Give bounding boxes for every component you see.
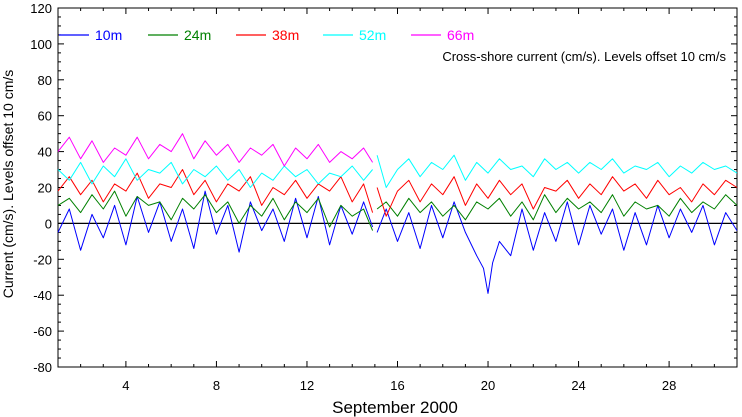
x-tick-label: 16 — [390, 378, 404, 393]
legend-label-10m: 10m — [95, 27, 122, 43]
legend: 10m 24m 38m 52m 66m — [59, 27, 474, 43]
y-tick-label: -60 — [33, 324, 52, 339]
y-tick-label: -80 — [33, 360, 52, 375]
legend-label-24m: 24m — [184, 27, 211, 43]
series-line-24m-late — [376, 194, 738, 221]
x-tick-label: 12 — [300, 378, 314, 393]
y-tick-label: -40 — [33, 288, 52, 303]
x-tick-label: 28 — [662, 378, 676, 393]
legend-label-52m: 52m — [359, 27, 386, 43]
legend-label-66m: 66m — [447, 27, 474, 43]
x-axis-title: September 2000 — [332, 398, 458, 417]
chart-title: Cross-shore current (cm/s). Levels offse… — [442, 49, 726, 64]
y-tick-label: 100 — [30, 37, 52, 52]
y-axis-title: Current (cm/s). Levels offset 10 cm/s — [0, 70, 16, 298]
series-lines — [57, 133, 738, 294]
series-line-66m-early — [57, 133, 374, 167]
series-line-38m-early — [57, 169, 374, 213]
legend-label-38m: 38m — [272, 27, 299, 43]
y-tick-label: 60 — [38, 109, 52, 124]
y-tick-label: 40 — [38, 145, 52, 160]
series-line-38m-late — [376, 176, 738, 217]
x-tick-label: 20 — [481, 378, 495, 393]
series-line-24m-early — [57, 190, 374, 231]
series-line-52m-late — [376, 154, 738, 188]
x-tick-label: 8 — [213, 378, 220, 393]
y-tick-label: 0 — [45, 216, 52, 231]
x-tick-label: 24 — [571, 378, 585, 393]
y-tick-label: 80 — [38, 73, 52, 88]
series-line-10m-early — [57, 190, 374, 253]
y-tick-label: 20 — [38, 181, 52, 196]
axes-ticks: -80 -60 -40 -20 0 20 40 60 80 100 120 4 8 12 16 20 24 28 — [30, 1, 738, 393]
x-tick-label: 4 — [122, 378, 129, 393]
series-line-52m-early — [57, 158, 373, 188]
y-tick-label: -20 — [33, 252, 52, 267]
series-line-10m-late — [376, 201, 738, 294]
y-tick-label: 120 — [30, 1, 52, 16]
